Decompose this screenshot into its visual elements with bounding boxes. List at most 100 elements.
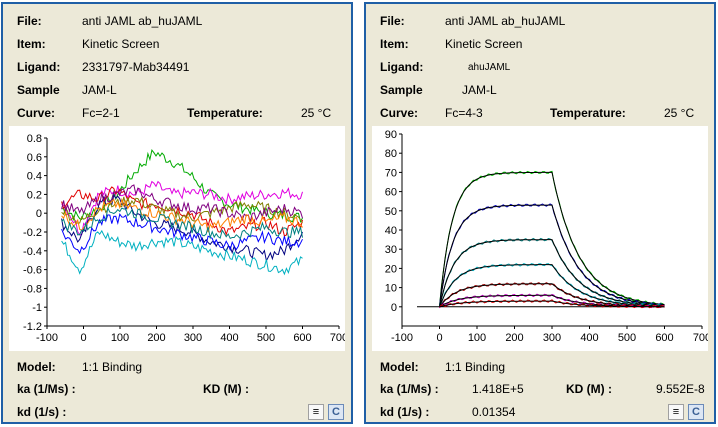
ka-label: ka (1/Ms) : [17,382,76,396]
file-label: File: [17,14,42,28]
y-tick-label: 30 [385,244,397,256]
x-tick-label: 100 [468,332,486,344]
y-tick-label: -0.4 [23,246,42,258]
x-tick-label: -100 [36,332,58,344]
kd-value: 0.01354 [472,405,516,419]
item-label: Item: [17,37,46,51]
model-value: 1:1 Binding [445,360,506,374]
ka-label: ka (1/Ms) : [380,382,439,396]
x-tick-label: 0 [80,332,86,344]
y-tick-label: 10 [385,283,397,295]
x-tick-label: 700 [693,332,708,344]
item-label: Item: [380,37,409,51]
file-value: anti JAML ab_huJAML [82,14,203,28]
sample-value: JAM-L [82,83,117,97]
x-tick-label: 600 [655,332,673,344]
sensorgram-trace [61,229,303,276]
notepad-icon[interactable]: ≡ [308,404,324,420]
file-value: anti JAML ab_huJAML [445,14,566,28]
x-tick-label: 600 [293,332,311,344]
y-tick-label: 0.8 [27,133,42,145]
c-button[interactable]: C [328,404,344,420]
sensorgram-trace [439,263,665,308]
panel-footer: Model: 1:1 Binding ka (1/Ms) : KD (M) : kd… [3,354,351,424]
y-tick-label: 90 [385,129,397,141]
sample-value: JAM-L [462,83,497,97]
KD-label: KD (M) : [203,382,249,396]
curve-value: Fc=4-3 [445,106,483,120]
sensorgram-trace [61,193,303,263]
x-tick-label: 100 [111,332,129,344]
sensorgram-panel-right: File: anti JAML ab_huJAML Item: Kinetic Sc… [364,2,716,424]
x-tick-label: 200 [147,332,165,344]
y-tick-label: 0 [391,302,397,314]
curve-label: Curve: [17,106,56,120]
sample-label: Sample [17,83,60,97]
y-tick-label: -1 [32,302,42,314]
model-label: Model: [380,360,419,374]
temperature-label: Temperature: [550,106,626,120]
model-label: Model: [17,360,56,374]
fit-curve [439,239,665,307]
fit-curve [439,204,665,307]
KD-value: 9.552E-8 [656,382,705,396]
ka-value: 1.418E+5 [472,382,524,396]
curve-value: Fc=2-1 [82,106,120,120]
sensorgram-trace [439,170,665,307]
y-tick-label: 0.4 [27,171,42,183]
KD-label: KD (M) : [566,382,612,396]
fit-curve [439,283,665,308]
ligand-value: ahuJAML [468,62,511,73]
sample-label: Sample [380,83,423,97]
y-tick-label: 50 [385,206,397,218]
item-value: Kinetic Screen [445,37,523,51]
sensorgram-trace [61,213,303,255]
panel-header: File: anti JAML ab_huJAML Item: Kinetic Sc… [3,4,351,124]
model-value: 1:1 Binding [82,360,143,374]
y-tick-label: 0.2 [27,189,42,201]
y-tick-label: 0 [36,208,42,220]
sensorgram-plot-right: 0 10 20 30 40 50 60 70 80 90 -100 0 100 200 300 400 500 6… [372,126,708,351]
fit-curve [439,264,665,307]
x-tick-label: -100 [391,332,413,344]
temperature-value: 25 °C [664,106,695,120]
sensorgram-plot-left: -1.2 -1 -0.8 -0.6 -0.4 -0.2 0 0.2 0.4 0.6 0.8 -100 0… [9,126,345,351]
notepad-icon[interactable]: ≡ [668,404,684,420]
sensorgram-panel-left: File: anti JAML ab_huJAML Item: Kinetic Sc… [1,2,353,424]
y-tick-label: 60 [385,187,397,199]
kd-label: kd (1/s) : [17,405,67,419]
y-tick-label: -0.8 [23,283,42,295]
kd-label: kd (1/s) : [380,405,430,419]
x-tick-label: 400 [580,332,598,344]
ligand-label: Ligand: [380,60,424,74]
y-tick-label: -0.2 [23,227,42,239]
temperature-value: 25 °C [301,106,332,120]
y-tick-label: 40 [385,225,397,237]
y-tick-label: -0.6 [23,265,42,277]
x-tick-label: 400 [220,332,238,344]
ligand-label: Ligand: [17,60,61,74]
sensorgram-trace [61,197,303,233]
x-tick-label: 300 [543,332,561,344]
curve-label: Curve: [380,106,419,120]
x-tick-label: 500 [257,332,275,344]
y-tick-label: 0.6 [27,152,42,164]
c-button[interactable]: C [688,404,704,420]
sensorgram-trace [61,180,303,236]
x-tick-label: 500 [618,332,636,344]
sensorgram-trace [439,299,665,309]
sensorgram-trace [439,203,665,307]
item-value: Kinetic Screen [82,37,160,51]
x-tick-label: 300 [184,332,202,344]
fit-curve [439,171,665,307]
y-tick-label: -1.2 [23,321,42,333]
y-tick-label: 20 [385,263,397,275]
ligand-value: 2331797-Mab34491 [82,60,190,74]
sensorgram-trace [61,206,303,240]
y-tick-label: 80 [385,148,397,160]
panel-footer: Model: 1:1 Binding ka (1/Ms) : 1.418E+5 KD … [366,354,714,424]
file-label: File: [380,14,405,28]
x-tick-label: 700 [330,332,345,344]
panel-header: File: anti JAML ab_huJAML Item: Kinetic Sc… [366,4,714,124]
